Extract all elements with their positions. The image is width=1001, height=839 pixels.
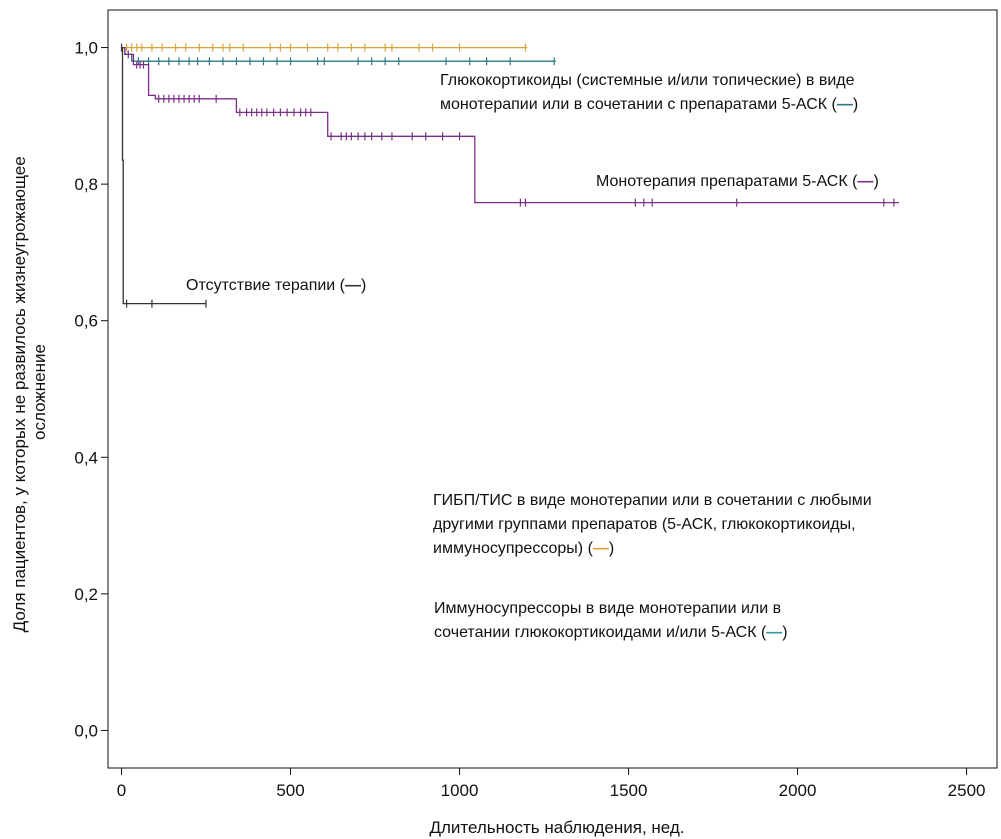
annotation-line: Отсутствие терапии (: [186, 277, 346, 294]
annotation-close: ): [782, 624, 787, 641]
x-tick-label: 0: [117, 781, 126, 800]
annotation-close: ): [609, 540, 614, 557]
annotation-line: Иммуносупрессоры в виде монотерапии или …: [434, 600, 781, 617]
x-tick-label: 1500: [610, 781, 648, 800]
x-tick-label: 500: [276, 781, 304, 800]
y-axis-title-line-2: осложнение: [30, 344, 49, 440]
annotation-line: монотерапии или в сочетании с препаратам…: [440, 96, 838, 113]
svg-text:Монотерапия препаратами 5-АСК: Монотерапия препаратами 5-АСК (—): [596, 173, 879, 190]
svg-text:монотерапии или в сочетании с: монотерапии или в сочетании с препаратам…: [440, 96, 858, 113]
svg-text:сочетании глюкокортикоидами и/: сочетании глюкокортикоидами и/или 5-АСК …: [434, 624, 788, 641]
axis-layer: 0 500 1000 1500 2000 2500 0,0 0,2 0,4 0,6 0,8 1,0: [74, 39, 985, 800]
y-axis-title-line-1: Доля пациентов, у которых не развилось ж…: [10, 156, 29, 632]
series-2: [121, 46, 899, 207]
series-0: [121, 43, 528, 52]
svg-text:Отсутствие терапии (—): Отсутствие терапии (—): [186, 277, 366, 294]
annotation-immunosuppressors: Иммуносупрессоры в виде монотерапии или …: [434, 600, 788, 641]
svg-text:другими группами препаратов (5: другими группами препаратов (5-АСК, глюк…: [433, 516, 856, 533]
series-3: [120, 43, 207, 308]
x-tick-label: 2000: [779, 781, 817, 800]
svg-text:Иммуносупрессоры в виде моноте: Иммуносупрессоры в виде монотерапии или …: [434, 600, 781, 617]
x-tick-label: 1000: [441, 781, 479, 800]
annotation-close: ): [361, 277, 366, 294]
annotation-line: ГИБП/ТИС в виде монотерапии или в сочета…: [433, 492, 872, 509]
survival-curve: [121, 46, 899, 204]
series-layer: [120, 43, 899, 308]
annotation-gibp: ГИБП/ТИС в виде монотерапии или в сочета…: [433, 492, 872, 557]
annotation-5ask: Монотерапия препаратами 5-АСК (—): [596, 173, 879, 190]
y-tick-label: 0,6: [74, 312, 98, 331]
y-tick-label: 0,8: [74, 175, 98, 194]
svg-text:Глюкокортикоиды (системные и/и: Глюкокортикоиды (системные и/или топичес…: [440, 72, 855, 89]
annotation-line: другими группами препаратов (5-АСК, глюк…: [433, 516, 856, 533]
legend-swatch: —: [857, 173, 873, 190]
annotation-line: иммуносупрессоры) (: [433, 540, 594, 557]
y-tick-label: 0,2: [74, 585, 98, 604]
annotation-no-therapy: Отсутствие терапии (—): [186, 277, 366, 294]
legend-swatch: —: [837, 96, 853, 113]
legend-swatch: —: [766, 624, 782, 641]
plot-frame: [107, 9, 998, 769]
annotation-glucocorticoids: Глюкокортикоиды (системные и/или топичес…: [440, 72, 858, 113]
x-tick-label: 2500: [948, 781, 986, 800]
y-axis-title: Доля пациентов, у которых не развилось ж…: [10, 152, 49, 633]
annotation-close: ): [873, 173, 878, 190]
annotation-line: Монотерапия препаратами 5-АСК (: [596, 173, 858, 190]
survival-curve: [121, 46, 206, 305]
svg-text:иммуносупрессоры) (—): иммуносупрессоры) (—): [433, 540, 614, 557]
y-tick-label: 0,4: [74, 448, 98, 467]
svg-text:ГИБП/ТИС в виде монотерапии ил: ГИБП/ТИС в виде монотерапии или в сочета…: [433, 492, 872, 509]
y-tick-label: 1,0: [74, 39, 98, 58]
annotation-close: ): [853, 96, 858, 113]
y-tick-label: 0,0: [74, 721, 98, 740]
annotation-line: сочетании глюкокортикоидами и/или 5-АСК …: [434, 624, 767, 641]
annotation-line: Глюкокортикоиды (системные и/или топичес…: [440, 72, 855, 89]
x-axis-title: Длительность наблюдения, нед.: [429, 818, 684, 837]
survival-curve: [121, 46, 556, 62]
legend-swatch: —: [345, 277, 361, 294]
series-1: [121, 46, 556, 66]
legend-swatch: —: [593, 540, 609, 557]
